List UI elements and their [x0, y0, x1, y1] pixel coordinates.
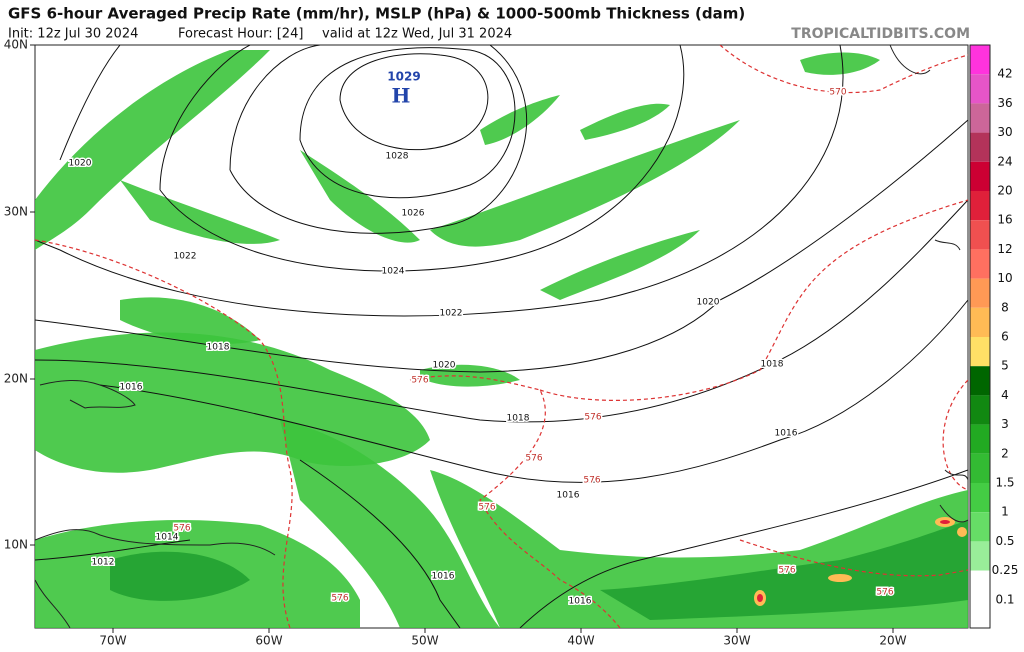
isobar-label: 1016: [557, 491, 580, 501]
colorbar-swatch: [970, 132, 990, 162]
colorbar: 42 36 30 24 20 16 12 10 8 6 5 4 3 2 1.5 1 0.5 0.25 0.1: [969, 44, 1019, 629]
isobar-label: 1020: [697, 298, 720, 308]
thickness-label: 576: [411, 376, 428, 386]
colorbar-swatch: [970, 453, 990, 483]
thickness-label: 570: [829, 88, 846, 98]
isobars: [35, 45, 968, 628]
colorbar-label: 4: [1001, 388, 1009, 402]
high-pressure-symbol: H: [392, 84, 411, 108]
colorbar-label: 30: [997, 125, 1012, 139]
colorbar-swatch: [970, 249, 990, 279]
isobar-label: 1016: [120, 383, 143, 393]
precipitation: [35, 50, 968, 628]
colorbar-label: 16: [997, 213, 1012, 227]
colorbar-swatch: [970, 307, 990, 337]
colorbar-label: 8: [1001, 300, 1009, 314]
colorbar-label: 0.5: [995, 534, 1014, 548]
isobar-label: 1018: [761, 360, 784, 370]
thickness-label: 576: [583, 476, 600, 486]
isobar-label: 1012: [92, 558, 115, 568]
thickness-label: 576: [778, 566, 795, 576]
init-time: Init: 12z Jul 30 2024: [8, 27, 138, 42]
title: GFS 6-hour Averaged Precip Rate (mm/hr),…: [8, 5, 745, 23]
isobar-label: 1022: [440, 309, 463, 319]
isobar-label: 1020: [433, 361, 456, 371]
colorbar-label: 6: [1001, 330, 1009, 344]
isobar-label: 1018: [207, 343, 230, 353]
colorbar-swatch: [970, 191, 990, 221]
map-area: 1029 H 1020 1022 1028 1026 1024 1022 102…: [34, 44, 969, 629]
colorbar-label: 3: [1001, 417, 1009, 431]
colorbar-label: 2: [1001, 446, 1009, 460]
colorbar-frame: [969, 44, 991, 629]
colorbar-swatch: [970, 337, 990, 367]
colorbar-swatch: [970, 512, 990, 542]
thickness-lines: [35, 45, 968, 628]
isobar-labels: 1020 1022 1028 1026 1024 1022 1020 1020 …: [67, 150, 799, 608]
colorbar-swatch: [970, 366, 990, 396]
lon-label: 70W: [99, 634, 126, 648]
thickness-label: 576: [331, 594, 348, 604]
thickness-label: 576: [584, 413, 601, 423]
lat-label: 20N: [4, 372, 28, 386]
colorbar-label: 42: [997, 67, 1012, 81]
lon-label: 30W: [723, 634, 750, 648]
valid-time: valid at 12z Wed, Jul 31 2024: [322, 27, 512, 42]
colorbar-label: 1.5: [995, 476, 1014, 490]
colorbar-swatch: [970, 424, 990, 454]
axes: 40N 30N 20N 10N 70W 60W 50W 40W 30W 20W: [4, 38, 907, 648]
isobar-label: 1016: [432, 572, 455, 582]
colorbar-label: 12: [997, 242, 1012, 256]
forecast-hour: Forecast Hour: [24]: [178, 27, 303, 42]
colorbar-label: 5: [1001, 359, 1009, 373]
colorbar-swatch: [970, 45, 990, 75]
thickness-label: 576: [173, 524, 190, 534]
colorbar-swatch: [970, 220, 990, 250]
heavy-precip: [828, 574, 852, 582]
isobar-label: 1026: [402, 209, 425, 219]
colorbar-swatch: [970, 483, 990, 513]
coastlines: [35, 45, 968, 628]
lat-label: 30N: [4, 205, 28, 219]
isobar-label: 1024: [382, 267, 405, 277]
thickness-label: 576: [478, 503, 495, 513]
colorbar-swatch: [970, 395, 990, 425]
isobar-label: 1016: [569, 597, 592, 607]
lon-label: 50W: [411, 634, 438, 648]
thickness-labels: 570 576 576 576 576 576 576 576 576 576: [172, 86, 895, 605]
isobar-label: 1028: [386, 152, 409, 162]
isobar-label: 1016: [775, 429, 798, 439]
colorbar-label: 24: [997, 154, 1012, 168]
colorbar-label: 0.1: [995, 592, 1014, 606]
high-pressure-value: 1029: [387, 70, 420, 84]
colorbar-swatch: [970, 278, 990, 308]
isobar-label: 1020: [69, 159, 92, 169]
colorbar-label: 1: [1001, 505, 1009, 519]
isobar-label: 1022: [174, 252, 197, 262]
colorbar-swatch: [970, 570, 990, 600]
thickness-label: 576: [876, 588, 893, 598]
thickness-label: 576: [525, 454, 542, 464]
lon-label: 20W: [879, 634, 906, 648]
lat-label: 10N: [4, 538, 28, 552]
colorbar-swatch: [970, 161, 990, 191]
site-credit: TROPICALTIDBITS.COM: [791, 26, 970, 42]
lat-label: 40N: [4, 38, 28, 52]
colorbar-swatch: [970, 541, 990, 571]
colorbar-label: 0.25: [992, 563, 1019, 577]
lon-label: 40W: [567, 634, 594, 648]
lon-label: 60W: [255, 634, 282, 648]
colorbar-label: 20: [997, 184, 1012, 198]
colorbar-swatch: [970, 74, 990, 104]
isobar-label: 1018: [507, 414, 530, 424]
colorbar-label: 36: [997, 96, 1012, 110]
isobar-label: 1014: [156, 533, 179, 543]
colorbar-label: 10: [997, 271, 1012, 285]
colorbar-swatch: [970, 103, 990, 133]
